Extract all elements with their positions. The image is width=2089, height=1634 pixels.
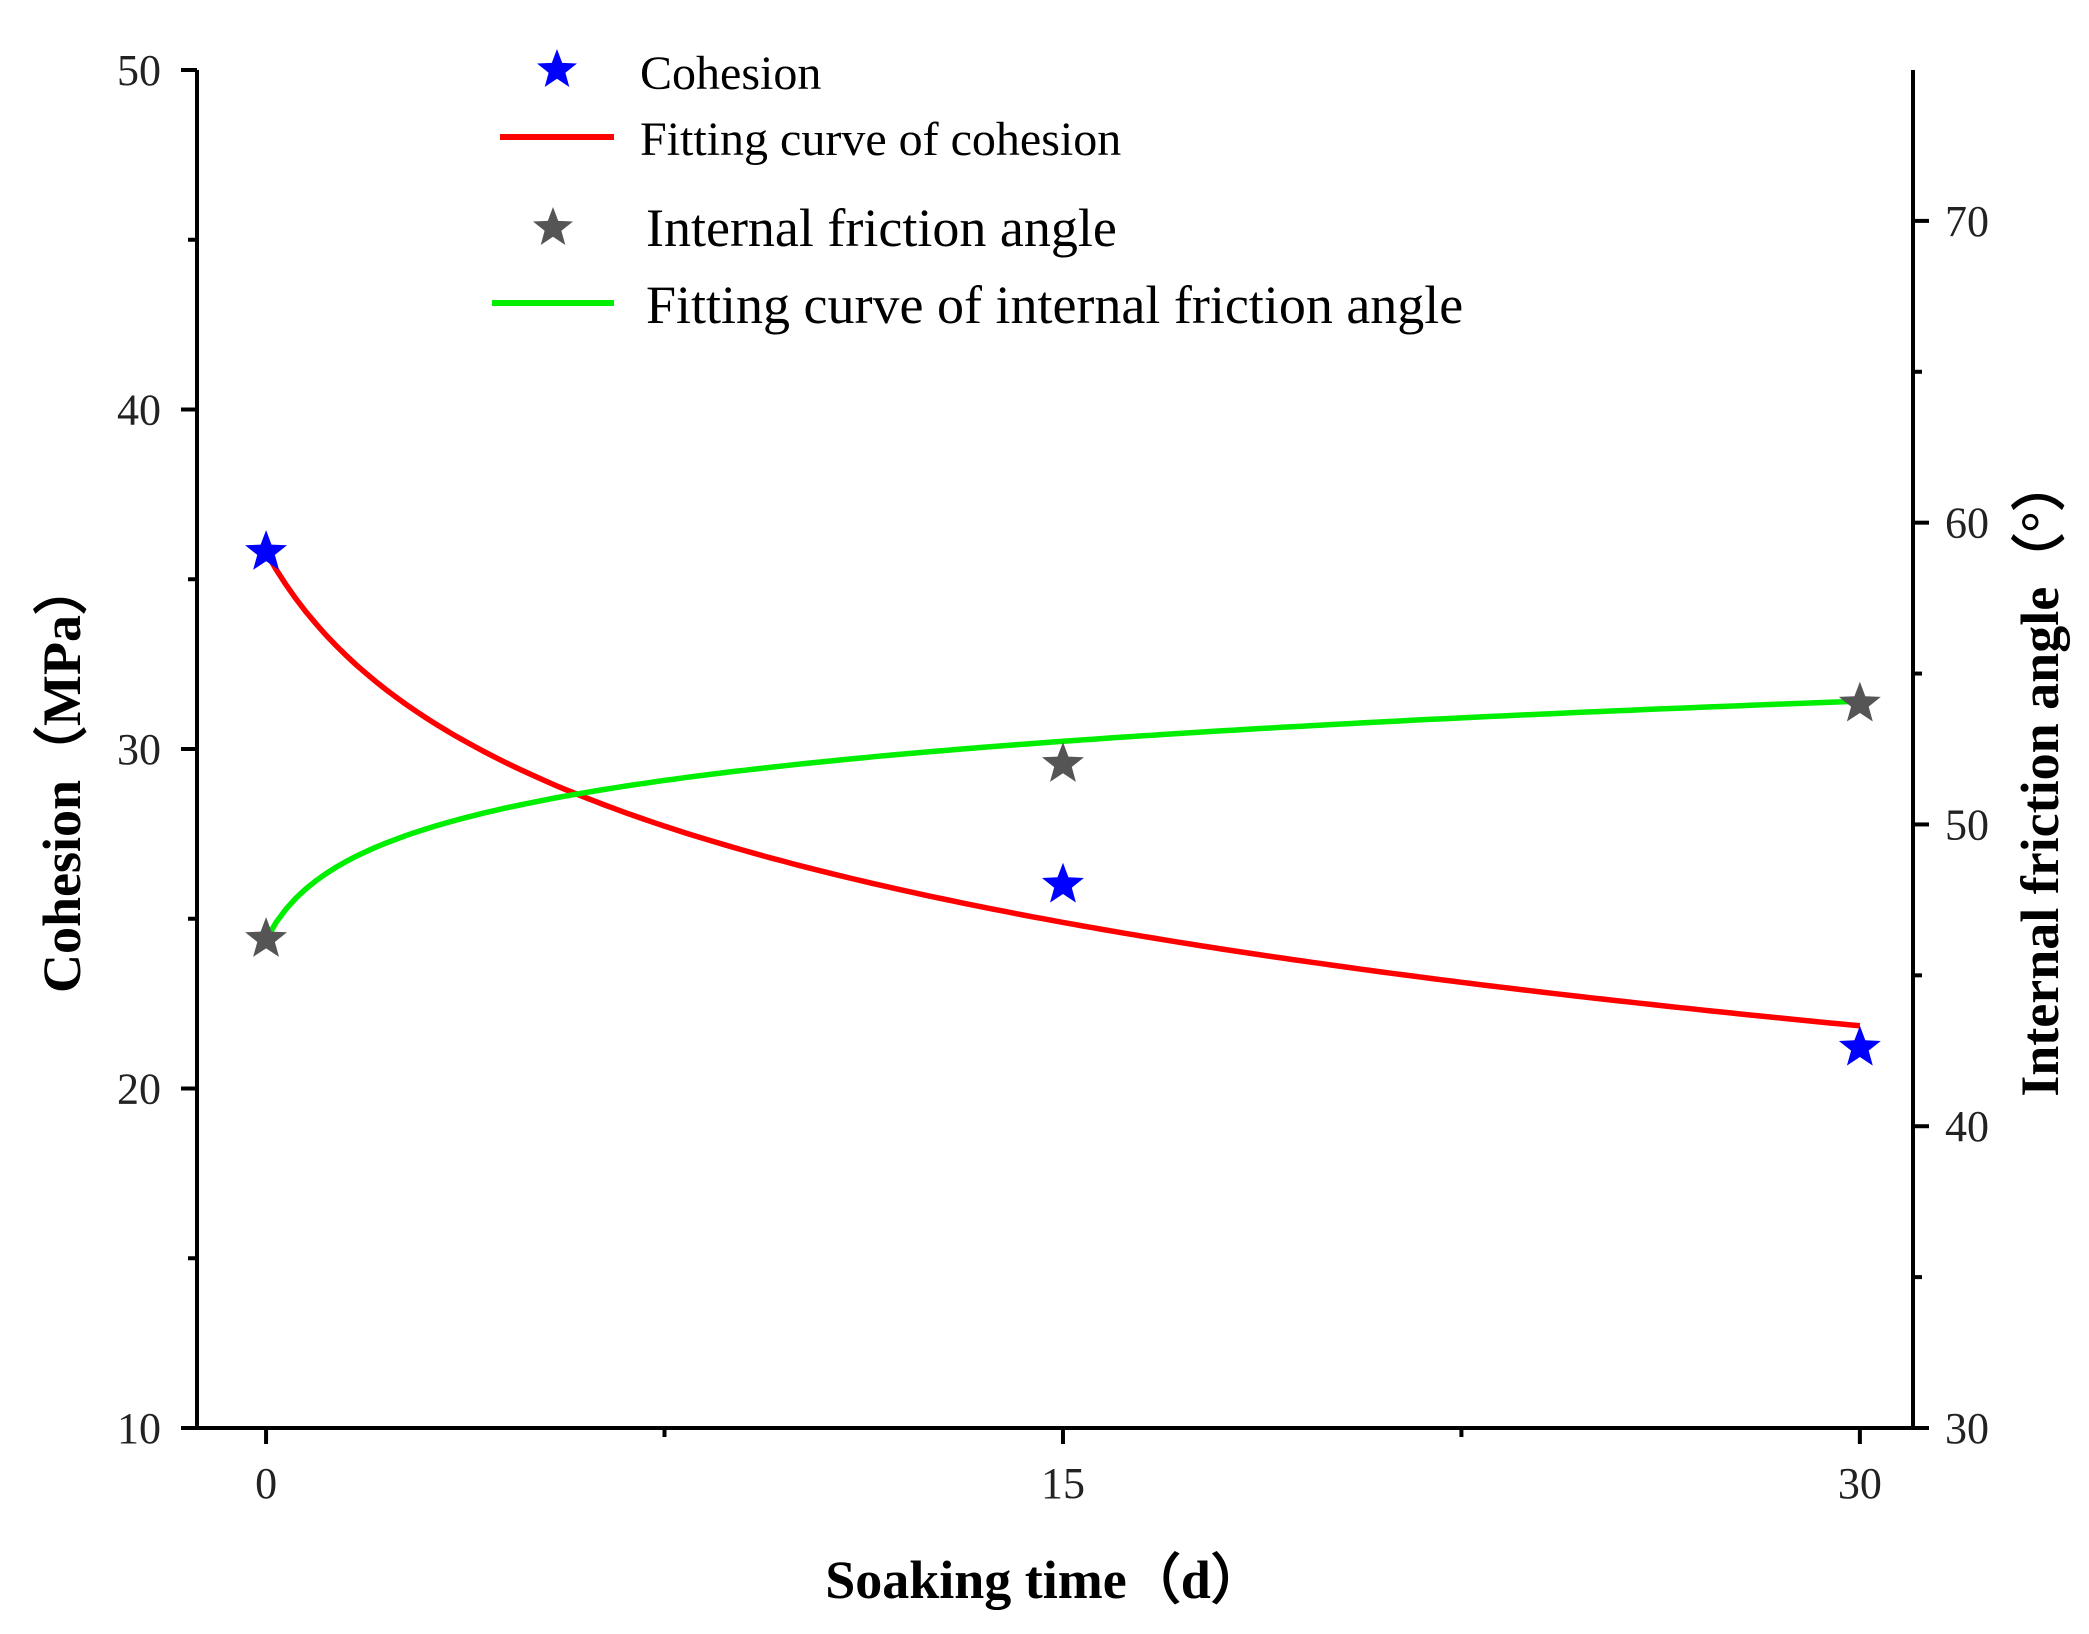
y-right-tick-label: 70	[1945, 197, 1989, 246]
y-axis-right-title: Internal friction angle（°）	[2010, 457, 2070, 1097]
legend-friction-fit-label: Fitting curve of internal friction angle	[646, 275, 1463, 335]
axes-layer: 0 15 30 10 20 30 40 50 30 40 50 60 70	[117, 46, 1989, 1508]
legend-friction-label: Internal friction angle	[646, 198, 1117, 258]
friction-point	[1838, 681, 1881, 722]
y-left-tick-label: 40	[117, 386, 161, 435]
x-tick-label: 30	[1838, 1459, 1882, 1508]
friction-point	[1042, 742, 1084, 782]
y-right-tick-label: 50	[1945, 800, 1989, 849]
points-layer	[245, 530, 1881, 1066]
legend-friction-marker	[533, 207, 573, 245]
y-right-tick-label: 60	[1945, 499, 1989, 548]
cohesion-fit-curve	[263, 550, 1861, 1029]
cohesion-point	[1838, 1025, 1881, 1066]
y-right-tick-label: 30	[1945, 1404, 1989, 1453]
legend-cohesion-fit-label: Fitting curve of cohesion	[640, 113, 1121, 166]
curves-layer	[263, 550, 1861, 1029]
friction-fit-curve	[263, 698, 1861, 942]
y-axis-left-title: Cohesion（MPa）	[32, 561, 92, 993]
y-left-tick-label: 20	[117, 1065, 161, 1114]
legend: Cohesion Fitting curve of cohesion Inter…	[492, 47, 1463, 335]
x-tick-label: 15	[1041, 1459, 1085, 1508]
legend-cohesion-marker	[537, 49, 577, 87]
cohesion-point	[245, 530, 287, 570]
legend-cohesion-label: Cohesion	[640, 47, 821, 100]
x-axis-title: Soaking time（d）	[825, 1550, 1265, 1610]
y-right-tick-label: 40	[1945, 1102, 1989, 1151]
y-left-tick-label: 10	[117, 1404, 161, 1453]
cohesion-point	[1042, 862, 1084, 903]
y-left-tick-label: 50	[117, 46, 161, 95]
friction-point	[245, 917, 287, 957]
x-tick-label: 0	[255, 1459, 277, 1508]
y-left-tick-label: 30	[117, 725, 161, 774]
